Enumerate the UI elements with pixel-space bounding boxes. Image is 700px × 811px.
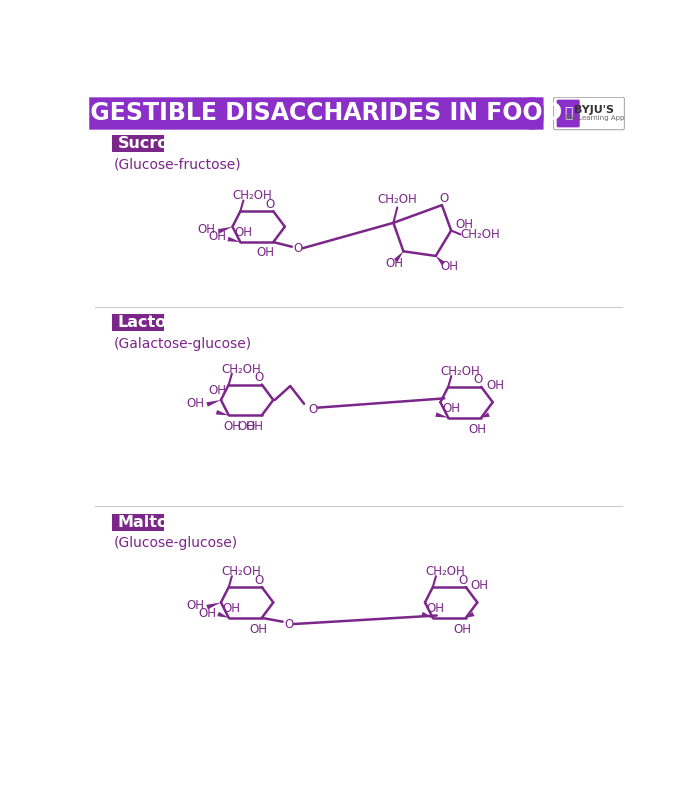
Text: O: O — [254, 573, 263, 586]
Text: O: O — [284, 617, 293, 630]
Text: O: O — [293, 242, 302, 255]
Text: OH: OH — [440, 260, 458, 273]
Text: CH₂OH: CH₂OH — [441, 365, 480, 378]
Text: OH: OH — [442, 402, 460, 415]
Polygon shape — [206, 400, 221, 407]
Text: O: O — [473, 373, 483, 386]
Text: O: O — [440, 191, 449, 204]
FancyBboxPatch shape — [112, 315, 164, 332]
Text: O: O — [254, 371, 263, 384]
FancyBboxPatch shape — [556, 100, 580, 127]
Text: CH₂OH: CH₂OH — [426, 565, 465, 578]
Text: DIGESTIBLE DISACCHARIDES IN FOOD: DIGESTIBLE DISACCHARIDES IN FOOD — [62, 101, 563, 126]
Polygon shape — [481, 413, 490, 418]
Text: (Glucose-glucose): (Glucose-glucose) — [114, 536, 238, 550]
Text: The Learning App: The Learning App — [563, 115, 624, 121]
Text: (Glucose-fructose): (Glucose-fructose) — [114, 157, 242, 171]
Polygon shape — [466, 612, 475, 618]
Text: OH: OH — [197, 223, 216, 236]
Text: CH₂OH: CH₂OH — [233, 190, 272, 203]
Text: (Galactose-glucose): (Galactose-glucose) — [114, 337, 252, 350]
Text: OH: OH — [209, 230, 227, 243]
FancyBboxPatch shape — [554, 97, 624, 130]
Text: OH: OH — [427, 602, 444, 615]
Text: OH: OH — [186, 599, 204, 612]
FancyBboxPatch shape — [521, 97, 543, 130]
Text: Sucrose: Sucrose — [118, 136, 190, 151]
Text: OH: OH — [208, 384, 226, 397]
Text: OH: OH — [453, 623, 471, 636]
Text: OH: OH — [199, 607, 216, 620]
Text: OH: OH — [249, 623, 267, 636]
Text: OH: OH — [257, 247, 274, 260]
Polygon shape — [217, 611, 229, 618]
Polygon shape — [435, 256, 445, 265]
FancyBboxPatch shape — [90, 97, 543, 130]
Text: OH: OH — [385, 257, 403, 270]
Text: OH: OH — [245, 419, 263, 432]
Text: OH: OH — [237, 419, 256, 432]
Polygon shape — [216, 410, 229, 415]
Text: O: O — [458, 573, 468, 586]
Text: OH: OH — [234, 226, 252, 239]
Text: CH₂OH: CH₂OH — [221, 363, 261, 375]
Text: Ⓑ: Ⓑ — [564, 106, 573, 121]
Text: OH: OH — [455, 218, 473, 231]
Text: CH₂OH: CH₂OH — [377, 193, 417, 206]
Polygon shape — [435, 412, 448, 418]
Text: Maltose: Maltose — [118, 515, 189, 530]
FancyBboxPatch shape — [112, 514, 164, 531]
Text: OH: OH — [486, 379, 504, 392]
Text: OH: OH — [223, 602, 241, 615]
Text: OH: OH — [468, 423, 486, 436]
Polygon shape — [421, 611, 433, 618]
Text: OH: OH — [470, 579, 489, 592]
Text: O: O — [309, 403, 318, 416]
Text: CH₂OH: CH₂OH — [461, 228, 500, 241]
FancyBboxPatch shape — [112, 135, 164, 152]
Text: O: O — [265, 198, 275, 211]
Text: CH₂OH: CH₂OH — [221, 565, 261, 578]
Polygon shape — [228, 237, 240, 242]
Polygon shape — [206, 603, 221, 609]
Polygon shape — [394, 251, 403, 262]
Text: OH: OH — [223, 420, 242, 433]
Text: OH: OH — [186, 397, 204, 410]
Text: BYJU'S: BYJU'S — [573, 105, 614, 114]
Polygon shape — [218, 227, 232, 234]
Text: Lactose: Lactose — [118, 315, 188, 330]
